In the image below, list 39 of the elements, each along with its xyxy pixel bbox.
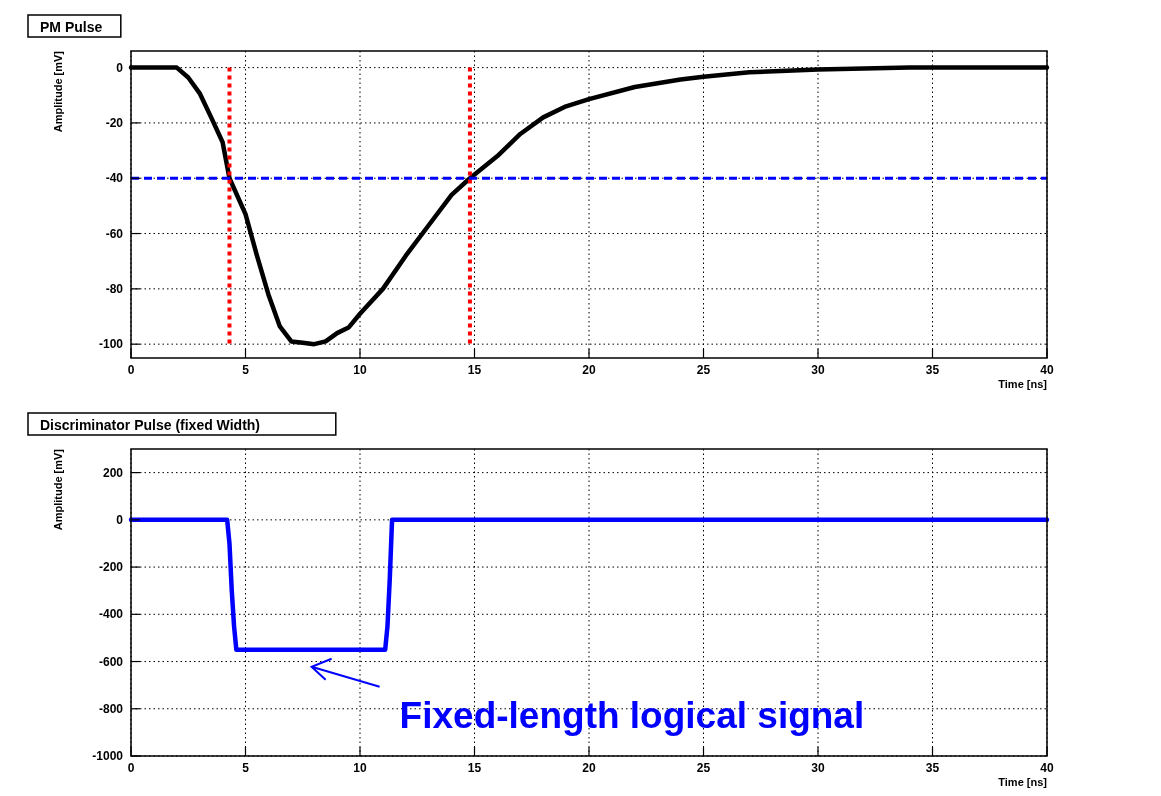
x-tick-label: 30 bbox=[811, 363, 825, 377]
x-tick-label: 30 bbox=[811, 761, 825, 775]
x-tick-label: 10 bbox=[353, 363, 367, 377]
y-tick-label: 0 bbox=[116, 512, 124, 527]
x-tick-label: 15 bbox=[467, 363, 482, 377]
x-tick-label: 40 bbox=[1040, 363, 1054, 377]
x-tick-label: 10 bbox=[353, 761, 367, 775]
x-tick-label: 35 bbox=[925, 761, 940, 775]
y-axis-title: Amplitude [mV] bbox=[52, 50, 64, 133]
x-tick-label: 20 bbox=[582, 363, 596, 377]
line-series bbox=[128, 517, 1050, 652]
x-axis-title: Time [ns] bbox=[998, 776, 1048, 788]
x-tick-label: 20 bbox=[582, 761, 596, 775]
chart-title: Discriminator Pulse (fixed Width) bbox=[40, 417, 261, 433]
y-tick-label: -60 bbox=[105, 226, 124, 241]
y-tick-label: -100 bbox=[98, 337, 124, 352]
x-tick-label: 15 bbox=[467, 761, 482, 775]
y-tick-label: 0 bbox=[116, 60, 124, 75]
y-axis-title: Amplitude [mV] bbox=[52, 448, 64, 531]
x-tick-label: 5 bbox=[242, 761, 250, 775]
x-axis-title: Time [ns] bbox=[998, 378, 1048, 390]
x-tick-label: 0 bbox=[127, 761, 135, 775]
y-tick-label: -1000 bbox=[92, 749, 124, 763]
chart-title: PM Pulse bbox=[40, 19, 103, 35]
x-tick-label: 5 bbox=[242, 363, 250, 377]
y-tick-label: -800 bbox=[98, 701, 124, 716]
x-tick-label: 35 bbox=[925, 363, 940, 377]
y-tick-label: -80 bbox=[105, 281, 124, 296]
y-tick-label: -600 bbox=[98, 654, 124, 669]
y-tick-label: 200 bbox=[102, 465, 124, 480]
y-tick-label: -20 bbox=[105, 115, 124, 130]
x-tick-label: 25 bbox=[696, 761, 711, 775]
annotation: Fixed-length logical signal bbox=[399, 694, 865, 736]
x-tick-label: 0 bbox=[127, 363, 135, 377]
y-tick-label: -200 bbox=[98, 560, 124, 575]
x-tick-label: 40 bbox=[1040, 761, 1054, 775]
y-tick-label: -40 bbox=[105, 171, 124, 186]
x-tick-label: 25 bbox=[696, 363, 711, 377]
y-tick-label: -400 bbox=[98, 607, 124, 622]
